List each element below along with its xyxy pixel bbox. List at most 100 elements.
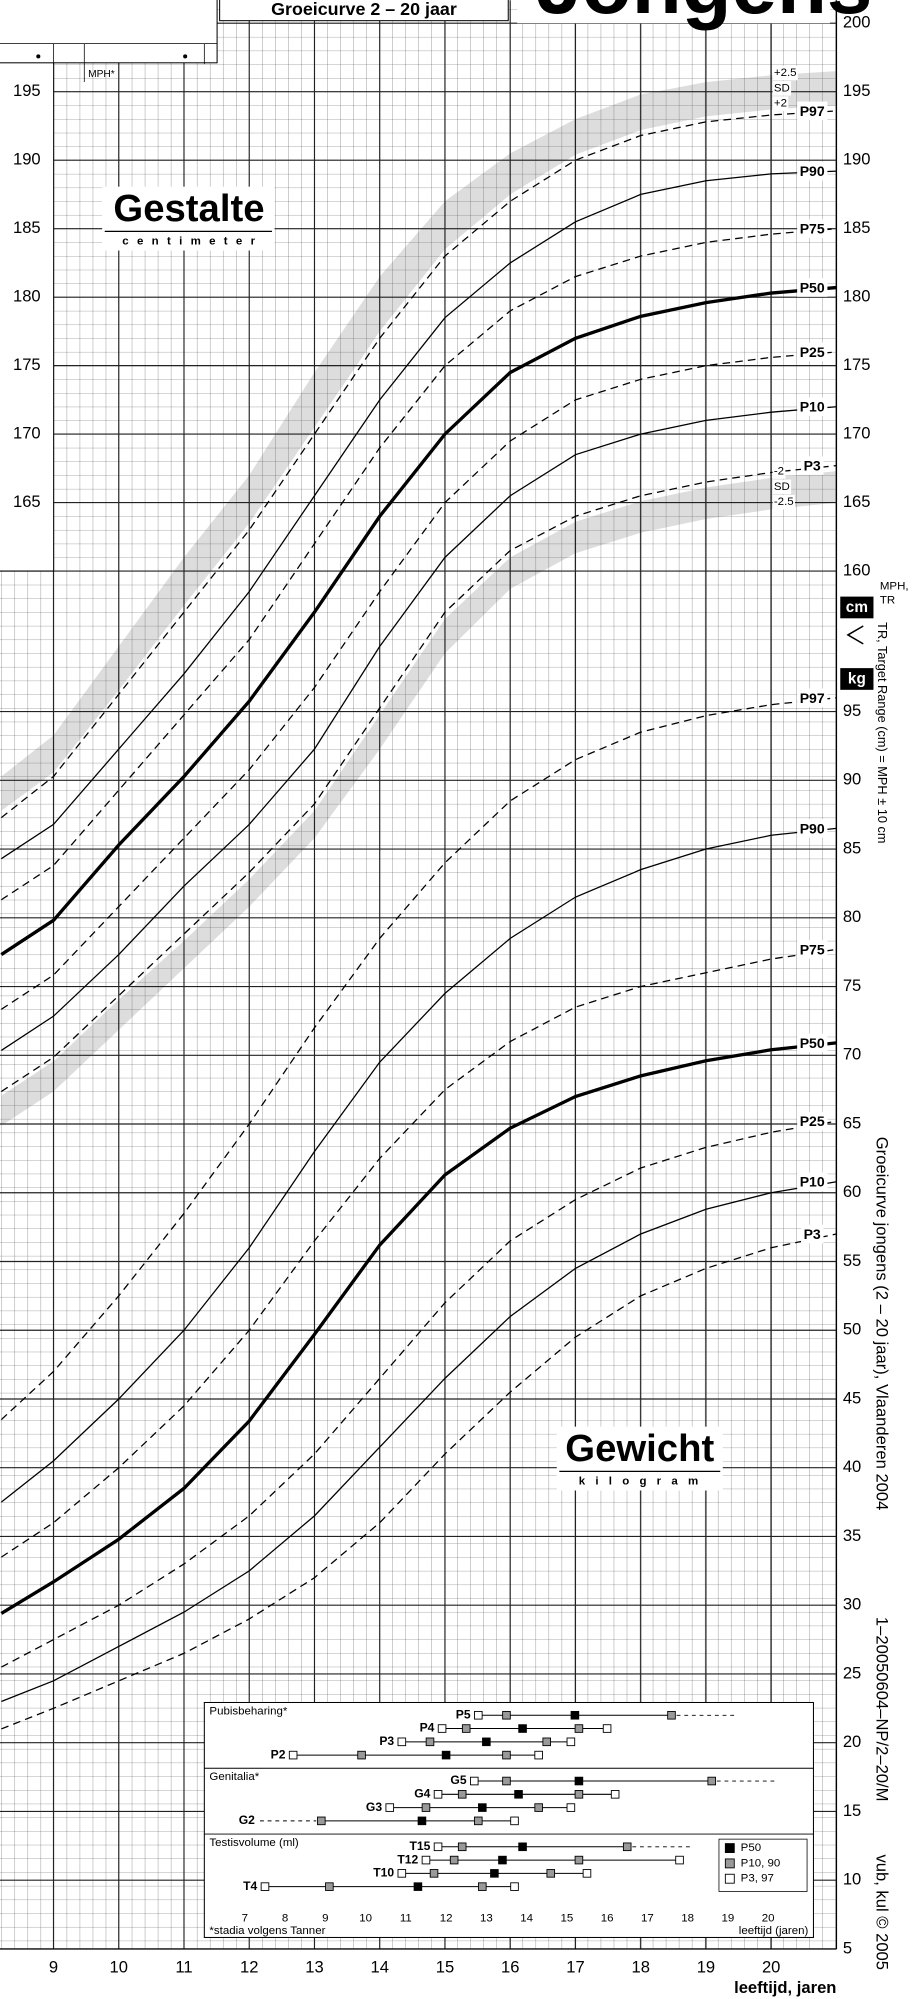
legend-swatch xyxy=(724,1858,735,1869)
stage-marker xyxy=(582,1869,592,1878)
curve-label: P50 xyxy=(800,280,825,296)
stage-label: T10 xyxy=(373,1866,394,1880)
label-backdrop xyxy=(797,397,828,416)
header-title: Groeicurve 2 – 20 jaar xyxy=(271,0,457,19)
label-backdrop xyxy=(772,81,792,96)
y-tick-label: 10 xyxy=(843,1870,861,1889)
y-tick-label: 185 xyxy=(843,218,871,237)
y-tick-label: 195 xyxy=(13,81,41,100)
stage-marker xyxy=(602,1724,612,1733)
section-title: Pubisbeharing* xyxy=(209,1705,287,1717)
y-tick-label: 60 xyxy=(843,1182,861,1201)
inset-note: *stadia volgens Tanner xyxy=(209,1925,325,1937)
brand: Jongens xyxy=(536,0,872,31)
major-grid xyxy=(0,0,837,1950)
percentile-curve xyxy=(0,1041,837,1615)
stage-marker xyxy=(474,1816,483,1826)
y-tick-label: 80 xyxy=(843,907,861,926)
mph-box: MPH* xyxy=(0,0,218,82)
stage-marker xyxy=(667,1710,676,1720)
stage-marker xyxy=(566,1737,576,1747)
x-tick-label: 12 xyxy=(240,1958,258,1977)
sd-label: SD xyxy=(774,82,790,94)
label-backdrop xyxy=(797,819,828,838)
label-backdrop xyxy=(797,101,828,121)
stage-marker xyxy=(502,1776,511,1786)
axis-note: TR xyxy=(880,594,895,606)
y-tick-label: 15 xyxy=(843,1801,861,1820)
y-tick-label: 20 xyxy=(843,1732,861,1751)
inset-x-tick-label: 12 xyxy=(440,1912,453,1924)
stage-marker xyxy=(510,1882,519,1891)
curve-label: P90 xyxy=(800,820,825,836)
y-tick-label: 65 xyxy=(843,1113,861,1132)
curve-label: P75 xyxy=(800,221,825,237)
y-tick-label: 200 xyxy=(843,13,871,32)
percentile-curve xyxy=(0,948,837,1558)
label-backdrop xyxy=(797,342,828,362)
curve-label: P3 xyxy=(804,1226,821,1242)
stage-marker xyxy=(534,1750,543,1760)
inset-x-tick-label: 19 xyxy=(721,1912,734,1924)
x-tick-label: 10 xyxy=(110,1958,128,1977)
sd-label: -2 xyxy=(774,466,784,478)
chart-title: Gestalte xyxy=(113,187,264,230)
mph-frame xyxy=(0,0,218,64)
y-tick-label: 185 xyxy=(13,218,41,237)
y-tick-label: 90 xyxy=(843,770,861,789)
stage-marker xyxy=(325,1882,334,1891)
stage-label: G5 xyxy=(450,1773,466,1787)
sd-label: +2.5 xyxy=(774,67,797,79)
stage-marker xyxy=(574,1855,584,1865)
label-backdrop xyxy=(797,161,828,181)
inset-x-tick-label: 9 xyxy=(322,1912,328,1924)
axis-note: MPH, xyxy=(880,580,909,592)
curve-label: P90 xyxy=(800,163,825,179)
curve-label: P75 xyxy=(800,941,825,957)
stage-marker xyxy=(502,1710,511,1720)
unit-box xyxy=(840,668,874,690)
stage-marker xyxy=(478,1803,487,1812)
stage-marker xyxy=(482,1737,491,1747)
stage-label: T4 xyxy=(243,1879,257,1893)
unit-box xyxy=(840,596,874,619)
percentile-curve xyxy=(0,464,837,1093)
stage-marker xyxy=(461,1724,471,1733)
stage-marker xyxy=(574,1724,584,1733)
sd-label: +2 xyxy=(774,98,787,110)
stage-marker xyxy=(429,1869,439,1878)
y-tick-label: 175 xyxy=(843,355,871,374)
label-backdrop xyxy=(801,1224,824,1244)
side-note: vub, kul © 2005 xyxy=(873,1854,892,1970)
y-tick-label: 30 xyxy=(843,1595,861,1614)
stage-label: G4 xyxy=(414,1787,430,1801)
y-tick-label: 95 xyxy=(843,701,861,720)
stage-label: P2 xyxy=(271,1747,286,1761)
stage-marker xyxy=(437,1724,447,1733)
stage-marker xyxy=(433,1790,443,1799)
y-tick-label: 40 xyxy=(843,1457,861,1476)
y-tick-label: 75 xyxy=(843,976,861,995)
stage-marker xyxy=(441,1750,451,1760)
sd-label: SD xyxy=(774,481,790,493)
unit-label: kg xyxy=(848,671,866,688)
stage-marker xyxy=(707,1776,717,1786)
stage-marker xyxy=(610,1790,620,1799)
stage-marker xyxy=(546,1869,556,1878)
axis-break xyxy=(846,625,864,645)
inset-x-tick-label: 11 xyxy=(400,1912,412,1924)
stage-marker xyxy=(397,1737,407,1747)
x-tick-label: 9 xyxy=(49,1958,58,1977)
stage-marker xyxy=(542,1737,552,1747)
y-tick-label: 45 xyxy=(843,1388,861,1407)
y-tick-label: 175 xyxy=(13,355,41,374)
label-backdrop xyxy=(797,278,828,297)
inset-x-tick-label: 13 xyxy=(480,1912,493,1924)
stage-marker xyxy=(260,1882,270,1891)
percentile-curve xyxy=(0,170,837,860)
target-range-note: TR, Target Range (cm) = MPH ± 10 cm xyxy=(875,622,890,843)
title-backdrop xyxy=(556,1426,723,1491)
percentile-curve xyxy=(0,285,837,956)
legend-label: P10, 90 xyxy=(741,1857,781,1869)
percentile-curve xyxy=(1,1120,837,1668)
